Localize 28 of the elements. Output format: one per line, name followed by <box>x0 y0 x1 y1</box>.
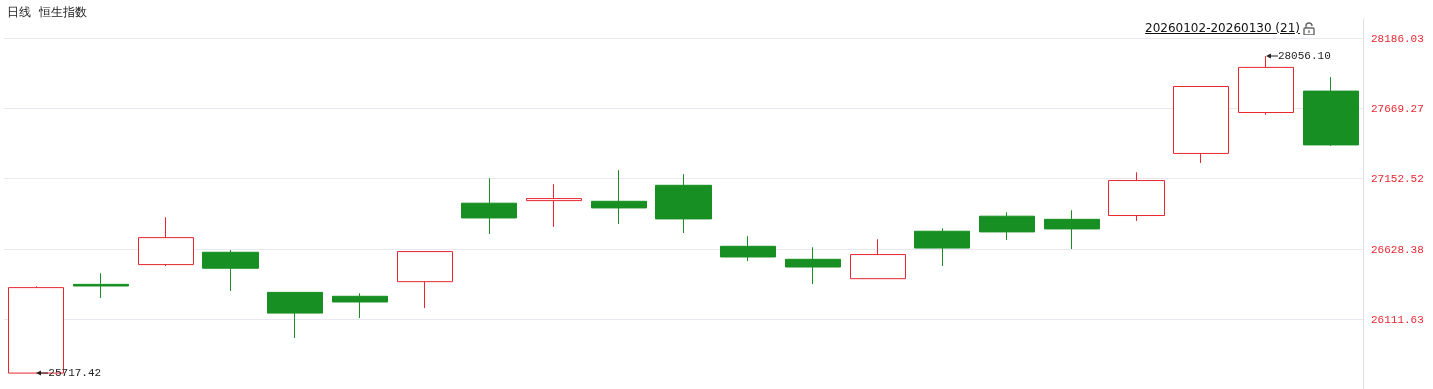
candlestick <box>655 173 712 234</box>
candlestick <box>267 291 323 339</box>
candlestick <box>332 292 388 319</box>
candlestick <box>785 246 841 285</box>
candlestick <box>1044 209 1100 250</box>
annotation: 28056.10 <box>1277 50 1331 63</box>
candlestick <box>397 251 453 309</box>
y-tick-label: 27152.52 <box>1371 172 1424 185</box>
candlestick <box>591 169 647 225</box>
candlestick <box>1303 76 1359 147</box>
candlestick <box>1173 85 1229 164</box>
candlestick <box>720 235 776 262</box>
y-tick-label: 26111.63 <box>1371 313 1424 326</box>
candlestick <box>1108 171 1165 222</box>
y-tick-label: 27669.27 <box>1371 102 1424 115</box>
candlestick <box>461 177 517 235</box>
candlestick <box>914 227 970 267</box>
candlestick <box>850 238 906 280</box>
chart-title: 日线 恒生指数 <box>7 5 87 19</box>
chart-subtitle: 20260102-20260130 (21) <box>1145 21 1300 35</box>
candlestick <box>526 183 582 228</box>
candlestick <box>138 216 194 267</box>
annotation: 25717.42 <box>48 367 102 380</box>
candlestick <box>73 272 129 299</box>
candlestick <box>979 211 1035 241</box>
y-tick-label: 28186.03 <box>1371 32 1424 45</box>
candlestick <box>202 249 259 292</box>
y-tick-label: 26628.38 <box>1371 243 1424 256</box>
